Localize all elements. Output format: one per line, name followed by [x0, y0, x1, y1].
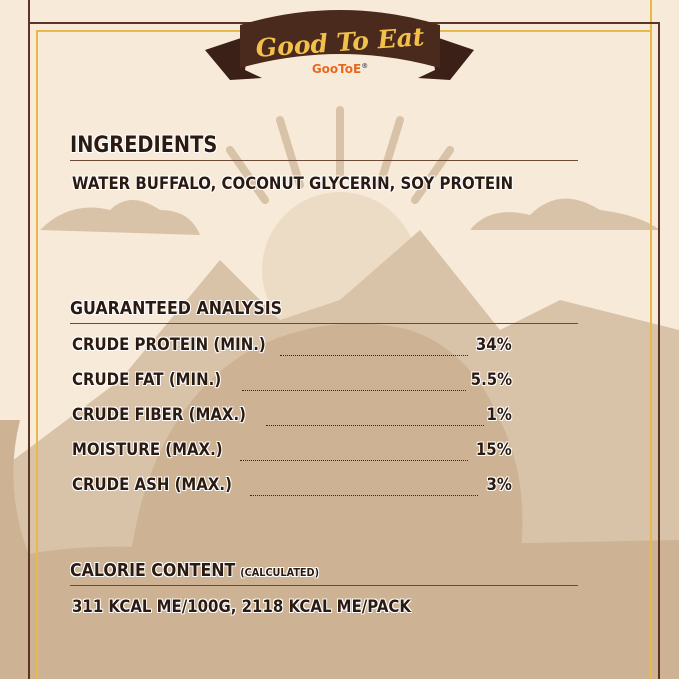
analysis-row: MOISTURE (MAX.) 15%: [72, 440, 512, 464]
dot-leader: [250, 495, 478, 496]
dot-leader: [242, 390, 466, 391]
analysis-value: 1%: [486, 405, 512, 425]
analysis-heading: GUARANTEED ANALYSIS: [70, 298, 283, 319]
divider: [70, 160, 578, 161]
analysis-row: CRUDE PROTEIN (MIN.) 34%: [72, 335, 512, 359]
analysis-value: 5.5%: [470, 370, 512, 390]
calorie-text: 311 KCAL ME/100G, 2118 KCAL ME/PACK: [72, 597, 412, 617]
ingredients-heading: INGREDIENTS: [70, 133, 218, 158]
analysis-value: 34%: [476, 335, 512, 355]
analysis-row: CRUDE FAT (MIN.) 5.5%: [72, 370, 512, 394]
analysis-label: MOISTURE (MAX.): [72, 440, 223, 460]
divider: [70, 323, 578, 324]
analysis-label: CRUDE FIBER (MAX.): [72, 405, 246, 425]
divider: [70, 585, 578, 586]
ingredients-text: WATER BUFFALO, COCONUT GLYCERIN, SOY PRO…: [72, 174, 514, 194]
calorie-note: (CALCULATED): [240, 566, 319, 579]
calorie-heading-group: CALORIE CONTENT (CALCULATED): [70, 560, 319, 581]
border-left-brown: [28, 0, 30, 679]
border-right-brown: [658, 22, 660, 679]
analysis-label: CRUDE FAT (MIN.): [72, 370, 222, 390]
analysis-label: CRUDE ASH (MAX.): [72, 475, 232, 495]
brand-logo: GooToE®: [311, 62, 369, 76]
analysis-value: 15%: [476, 440, 512, 460]
calorie-heading: CALORIE CONTENT: [70, 560, 236, 581]
dot-leader: [280, 355, 468, 356]
analysis-row: CRUDE FIBER (MAX.) 1%: [72, 405, 512, 429]
analysis-label: CRUDE PROTEIN (MIN.): [72, 335, 266, 355]
analysis-row: CRUDE ASH (MAX.) 3%: [72, 475, 512, 499]
border-right-gold: [650, 0, 652, 679]
dot-leader: [266, 425, 484, 426]
ribbon-banner: [205, 10, 474, 80]
border-left-gold: [36, 30, 38, 679]
analysis-value: 3%: [486, 475, 512, 495]
dot-leader: [240, 460, 468, 461]
